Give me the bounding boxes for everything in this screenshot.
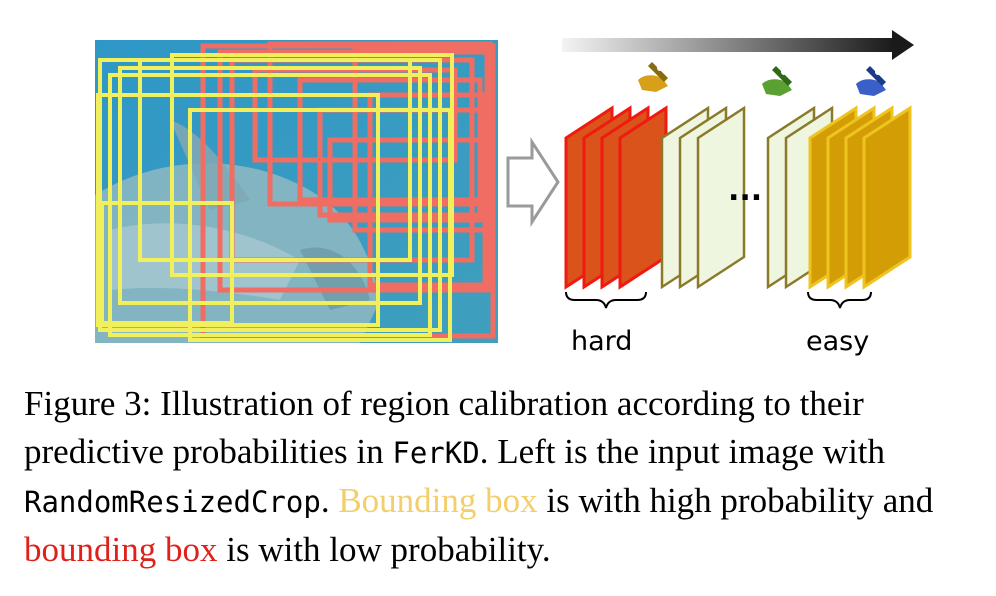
caption-text-3: . xyxy=(320,481,339,520)
difficulty-arrow xyxy=(562,30,914,60)
caption-code-ferkd: FerKD xyxy=(392,436,480,470)
caption-text-5: is with low probability. xyxy=(217,530,551,569)
hard-slices xyxy=(564,105,668,290)
easy-slices xyxy=(808,105,912,290)
hard-label: hard xyxy=(571,326,632,357)
ellipsis: ... xyxy=(728,173,762,208)
easy-label: easy xyxy=(806,326,869,357)
medium-slices-left xyxy=(660,105,746,290)
hand-pen-icon-green xyxy=(762,66,792,96)
easy-brace xyxy=(807,291,872,309)
caption-yellow-box-text: Bounding box xyxy=(338,481,538,520)
hand-pen-icon-orange xyxy=(638,62,668,92)
right-arrow-icon xyxy=(506,136,560,228)
hard-brace xyxy=(565,291,647,309)
caption-text-1: Figure 3: Illustration of region calibra… xyxy=(24,384,864,471)
caption-code-randomresizedcrop: RandomResizedCrop xyxy=(24,485,321,519)
caption-text-4: is with high probability and xyxy=(537,481,934,520)
input-image xyxy=(95,40,498,343)
yellow-bounding-boxes xyxy=(96,53,454,342)
caption-text-2: . Left is the input image with xyxy=(479,432,886,471)
hand-pen-icon-blue xyxy=(856,66,886,96)
figure-caption: Figure 3: Illustration of region calibra… xyxy=(24,380,984,574)
caption-red-box-text: bounding box xyxy=(24,530,218,569)
figure-illustration: ... hard easy xyxy=(95,30,914,357)
